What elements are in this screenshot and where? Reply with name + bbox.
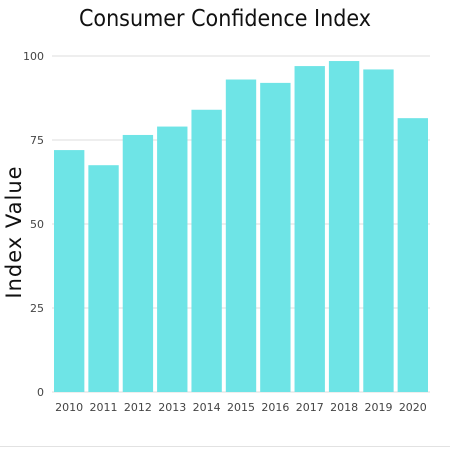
bar-2015	[225, 79, 257, 393]
y-tick-label: 0	[37, 386, 44, 399]
bar-2019	[363, 69, 394, 392]
x-tick-label: 2017	[296, 401, 324, 414]
x-tick-label: 2013	[158, 401, 186, 414]
bar-2017	[294, 66, 325, 392]
bar-2018	[328, 61, 360, 392]
bottom-divider	[0, 446, 450, 447]
y-tick-label: 25	[30, 302, 44, 315]
x-tick-label: 2015	[227, 401, 255, 414]
y-tick-label: 50	[30, 218, 44, 231]
x-tick-label: 2012	[124, 401, 152, 414]
x-tick-label: 2011	[90, 401, 118, 414]
x-tick-label: 2016	[261, 401, 289, 414]
bar-2020	[397, 118, 428, 392]
bar-2014	[191, 109, 222, 392]
x-tick-label: 2014	[193, 401, 221, 414]
y-tick-label: 75	[30, 134, 44, 147]
x-tick-label: 2019	[364, 401, 392, 414]
y-tick-label: 100	[23, 50, 44, 63]
bar-2013	[157, 126, 188, 392]
bar-2016	[260, 82, 291, 392]
bar-2012	[122, 134, 154, 392]
x-tick-label: 2018	[330, 401, 358, 414]
bar-2011	[88, 165, 119, 392]
chart-title: Consumer Confidence Index	[78, 6, 372, 32]
x-tick-label: 2010	[55, 401, 83, 414]
bar-2010	[54, 150, 85, 392]
x-tick-label: 2020	[399, 401, 427, 414]
